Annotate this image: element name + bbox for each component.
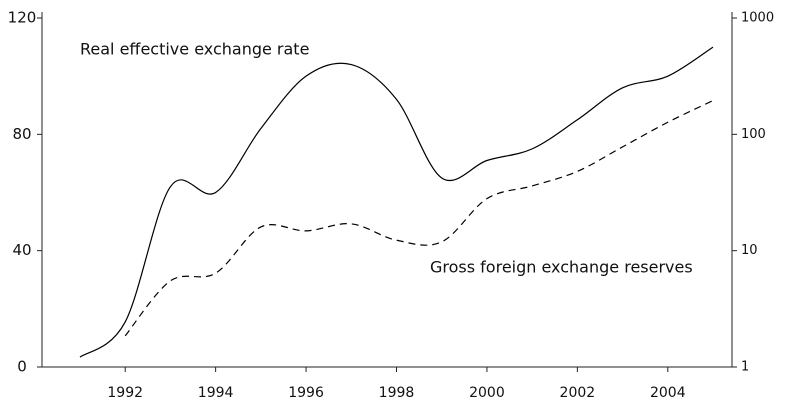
y2-tick-label: 1 bbox=[741, 360, 749, 375]
x-tick-label: 2002 bbox=[560, 385, 596, 401]
x-tick-label: 2004 bbox=[650, 385, 686, 401]
y2-tick-label: 1000 bbox=[741, 11, 774, 26]
y-tick-label: 0 bbox=[17, 358, 27, 376]
series-label: Gross foreign exchange reserves bbox=[430, 258, 693, 277]
x-tick-label: 1996 bbox=[288, 385, 324, 401]
y-tick-label: 40 bbox=[12, 241, 31, 259]
series-label: Real effective exchange rate bbox=[80, 40, 309, 59]
series-line bbox=[79, 46, 714, 358]
y-tick-label: 80 bbox=[12, 125, 31, 143]
y2-tick-label: 100 bbox=[741, 127, 766, 142]
x-tick-label: 1992 bbox=[107, 385, 143, 401]
x-tick-label: 1994 bbox=[198, 385, 234, 401]
x-tick-label: 2000 bbox=[469, 385, 505, 401]
series-line bbox=[124, 100, 714, 337]
y2-tick-label: 10 bbox=[741, 243, 758, 258]
y-tick-label: 120 bbox=[8, 9, 37, 27]
x-tick-label: 1998 bbox=[379, 385, 415, 401]
